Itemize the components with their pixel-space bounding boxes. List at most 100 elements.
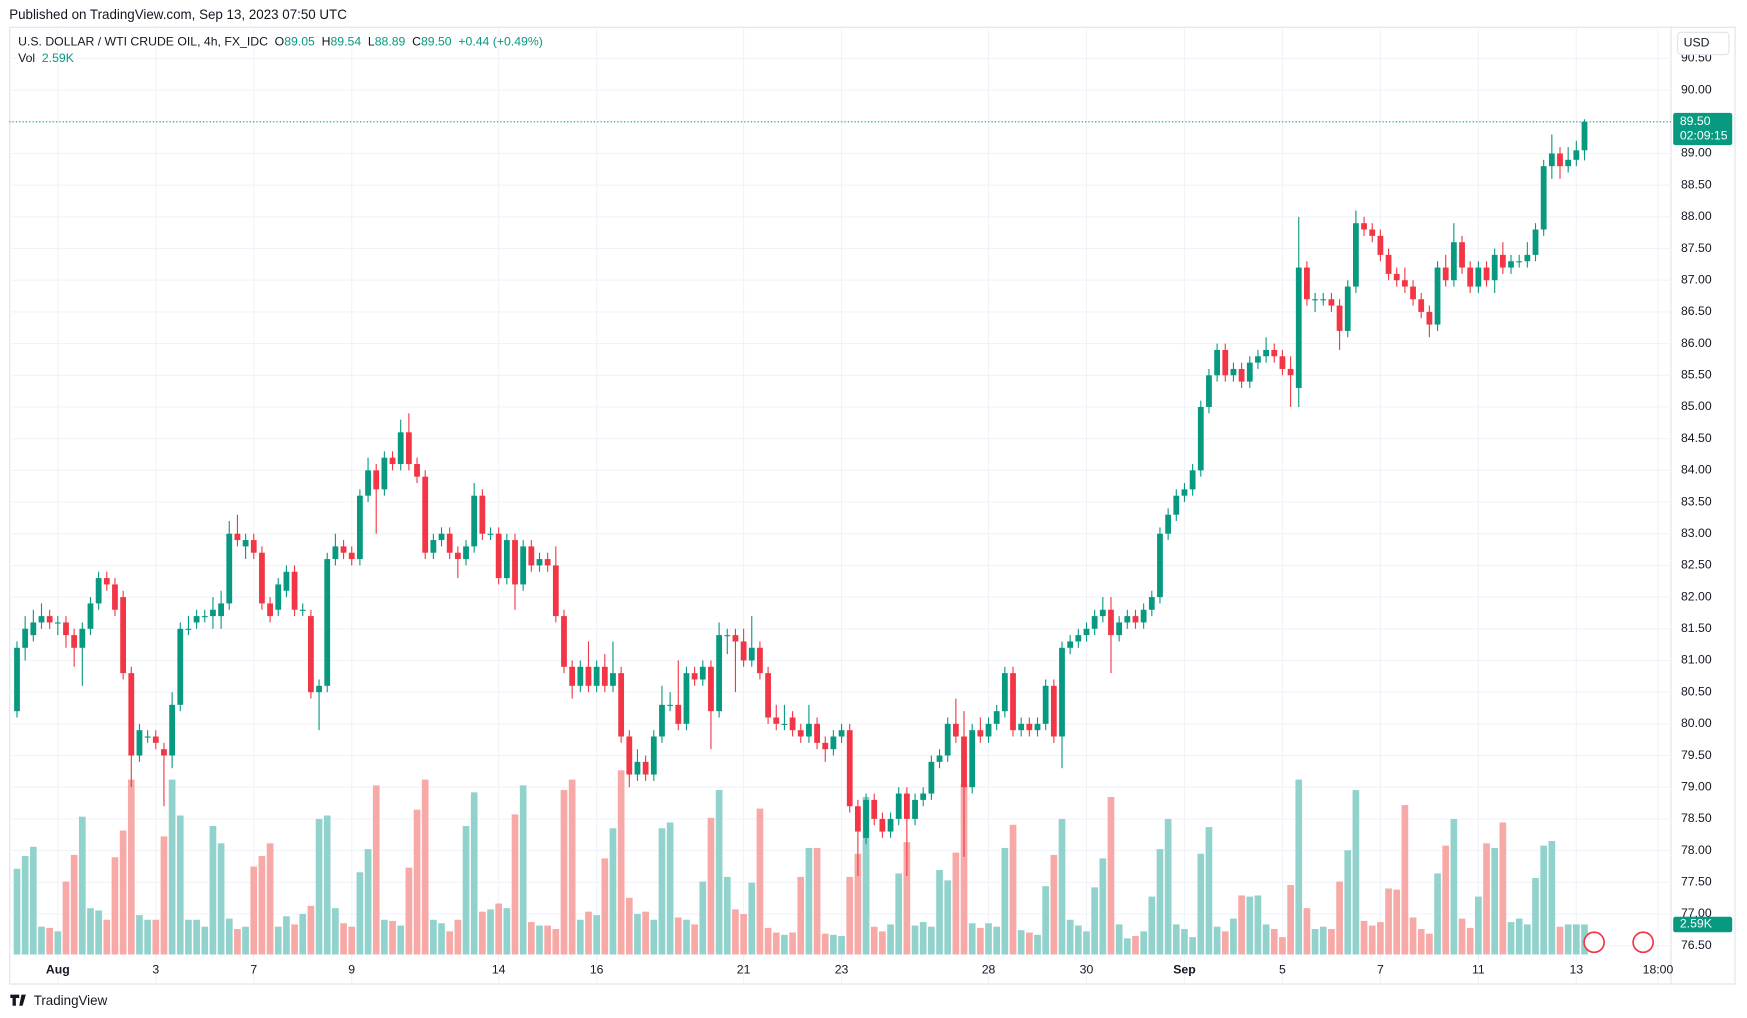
candle-body — [1491, 254, 1498, 281]
candle-body — [1304, 267, 1310, 300]
volume-bar — [348, 926, 356, 955]
x-tick-label: Aug — [46, 962, 70, 976]
volume-bar — [136, 915, 143, 955]
candle-body — [324, 559, 331, 686]
currency[interactable]: USD — [1684, 36, 1710, 50]
candle-body — [634, 761, 641, 775]
candle-body — [1353, 223, 1359, 287]
candle-body — [830, 736, 837, 750]
candle-body — [1148, 597, 1155, 610]
event-icon[interactable] — [1583, 931, 1605, 954]
candle-body — [912, 799, 918, 819]
ohlc-value: 89.50 — [421, 35, 452, 49]
candle-body — [46, 616, 53, 623]
volume-bar — [519, 785, 527, 955]
ohlc-label: H — [322, 35, 331, 49]
volume-bar — [715, 790, 723, 955]
candle-body — [1018, 723, 1025, 731]
candle-body — [1108, 609, 1114, 636]
volume-bar — [1466, 927, 1474, 955]
candle-body — [1312, 299, 1318, 301]
candle-body — [185, 628, 192, 630]
volume-bar — [772, 932, 780, 955]
candle-body — [716, 635, 723, 712]
volume-bar — [1156, 849, 1164, 955]
volume-bar — [1499, 822, 1507, 955]
y-tick-label: 83.00 — [1681, 526, 1712, 540]
x-tick-label: Sep — [1173, 962, 1195, 976]
candle-body — [536, 559, 543, 566]
candle-body — [1401, 280, 1408, 287]
candle-body — [1295, 267, 1302, 388]
volume-bar — [1009, 824, 1017, 955]
volume-bar — [1409, 917, 1417, 955]
volume-bar — [683, 919, 690, 955]
volume-bar — [552, 929, 560, 955]
volume-bar — [1540, 845, 1548, 955]
x-tick-label: 21 — [737, 962, 751, 976]
y-tick-label: 87.50 — [1681, 241, 1712, 255]
candle-body — [977, 730, 984, 737]
volume-bar — [111, 857, 119, 955]
y-tick-label: 86.50 — [1681, 304, 1712, 318]
volume-bar — [781, 934, 788, 955]
symbol: U.S. DOLLAR / WTI CRUDE OIL, 4h, FX_IDC — [18, 35, 268, 49]
volume-bar — [193, 919, 200, 955]
volume-bar — [503, 908, 511, 955]
x-tick-label: 5 — [1279, 962, 1286, 976]
candle-body — [30, 622, 37, 636]
candle-body — [1197, 406, 1204, 471]
volume-bar — [838, 935, 845, 955]
candle-body — [1483, 267, 1490, 281]
volume-bar — [699, 881, 707, 955]
currency-button[interactable] — [1677, 31, 1730, 56]
candle-body — [1263, 349, 1269, 357]
candle-body — [928, 761, 935, 794]
volume-bar — [789, 932, 796, 955]
volume-bar — [585, 911, 592, 955]
candle-body — [1026, 723, 1033, 731]
x-tick-label: 7 — [250, 962, 257, 976]
candle-body — [1067, 641, 1074, 648]
candle-body — [610, 673, 616, 686]
volume-bar — [1172, 924, 1180, 955]
candle-body — [177, 628, 184, 705]
x-tick-label: 9 — [348, 962, 355, 976]
last-price-label: 89.50 — [1680, 114, 1711, 128]
volume-bar — [740, 913, 747, 955]
volume-bar — [1564, 924, 1572, 955]
event-icon[interactable] — [1632, 931, 1654, 954]
volume-bar — [421, 779, 429, 955]
volume-bar — [985, 923, 992, 955]
volume-bar — [805, 847, 813, 955]
candle-body — [1459, 242, 1465, 268]
volume-bar — [527, 922, 535, 955]
candle-body — [642, 761, 649, 775]
candle-body — [544, 559, 551, 566]
candle-body — [1034, 723, 1041, 731]
candle-body — [1124, 616, 1131, 623]
x-tick-label: 30 — [1080, 962, 1094, 976]
candle-body — [1369, 229, 1376, 236]
volume-value: 2.59K — [42, 51, 75, 65]
volume-bar — [95, 910, 102, 955]
candle-body — [1010, 673, 1016, 731]
volume-bar — [299, 913, 307, 955]
candle-body — [226, 533, 233, 604]
volume-bar — [634, 913, 641, 955]
candle-body — [1499, 254, 1506, 268]
volume-bar — [332, 908, 339, 955]
volume-bar — [283, 916, 290, 955]
volume-bar — [1458, 918, 1466, 955]
candle-body — [316, 685, 322, 693]
candle-body — [732, 635, 739, 642]
y-tick-label: 76.50 — [1681, 938, 1712, 952]
volume-layer — [13, 770, 1588, 955]
candle-body — [1222, 349, 1229, 376]
volume-bar — [691, 924, 698, 955]
volume-bar — [454, 919, 462, 955]
candle-body — [740, 641, 747, 661]
volume-bar — [405, 867, 413, 955]
volume-bar — [1246, 896, 1254, 955]
